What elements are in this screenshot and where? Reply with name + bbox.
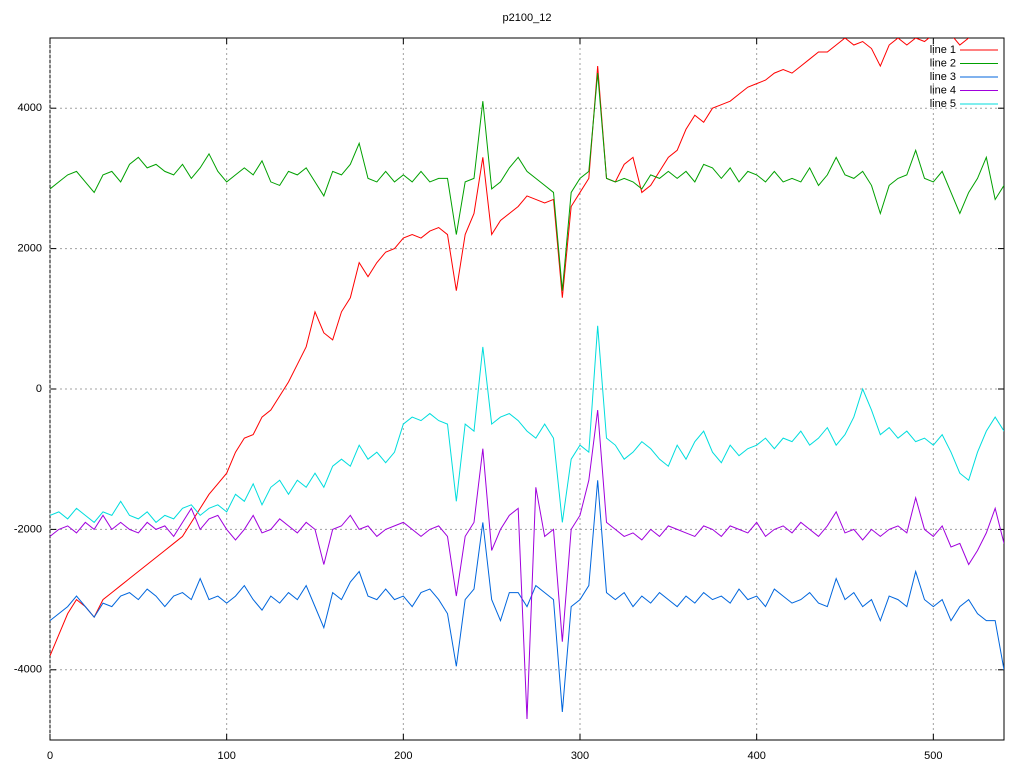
x-tick-label: 300 — [571, 750, 589, 762]
data-line — [50, 325, 1004, 524]
y-tick-label: 4000 — [18, 102, 42, 114]
data-line — [50, 480, 1004, 712]
x-tick-label: 100 — [217, 750, 235, 762]
x-tick-label: 200 — [394, 750, 412, 762]
data-line — [50, 409, 1004, 719]
data-line — [50, 73, 1004, 291]
chart-title: p2100_12 — [503, 12, 552, 24]
legend-label: line 4 — [930, 84, 956, 96]
x-tick-label: 0 — [47, 750, 53, 762]
x-tick-label: 400 — [747, 750, 765, 762]
y-tick-label: -2000 — [14, 523, 42, 535]
legend-label: line 5 — [930, 98, 956, 110]
x-tick-label: 500 — [924, 750, 942, 762]
y-tick-label: 2000 — [18, 243, 42, 255]
legend-label: line 1 — [930, 44, 956, 56]
y-tick-label: -4000 — [14, 664, 42, 676]
legend-label: line 2 — [930, 57, 956, 69]
data-line — [50, 38, 970, 656]
y-tick-label: 0 — [36, 383, 42, 395]
legend-label: line 3 — [930, 71, 956, 83]
